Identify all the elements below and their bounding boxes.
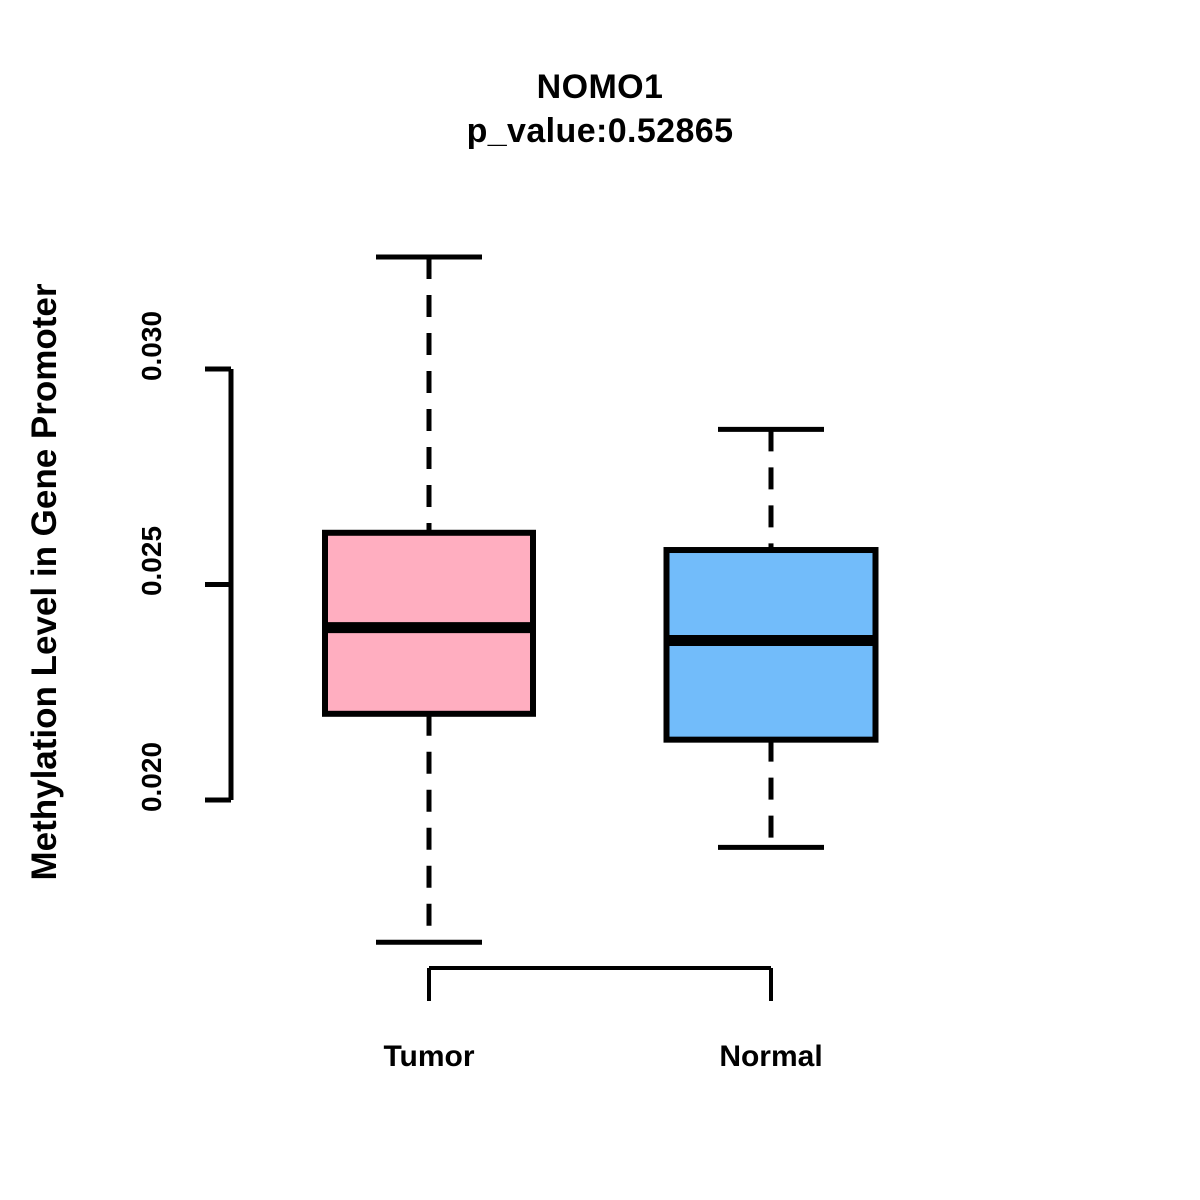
- box-group-normal[interactable]: [663, 426, 879, 850]
- x-tick-label-normal: Normal: [719, 1040, 823, 1073]
- x-tick-label-tumor: Tumor: [383, 1040, 475, 1073]
- figure-title-block: NOMO1 p_value:0.52865: [0, 66, 1200, 153]
- y-axis-spine: [205, 366, 234, 803]
- x-axis-bracket: [427, 966, 773, 1001]
- page-title: NOMO1: [536, 68, 664, 106]
- box-group-tumor[interactable]: [322, 254, 536, 945]
- figure-subtitle-pvalue: p_value:0.52865: [466, 111, 734, 150]
